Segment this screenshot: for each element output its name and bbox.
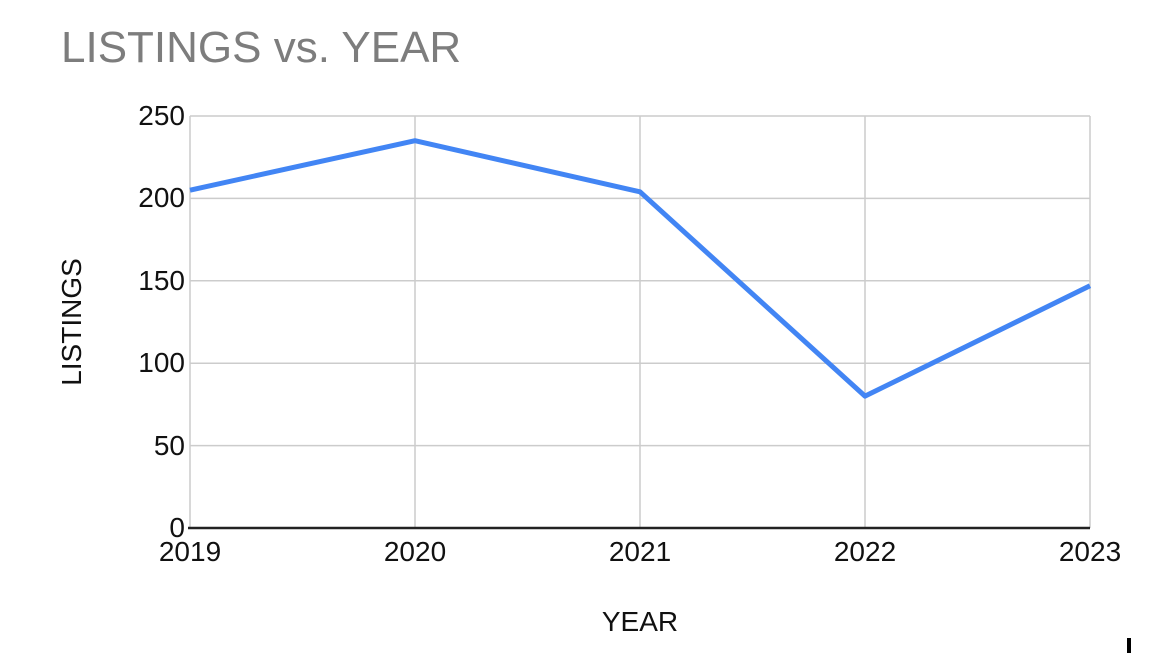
y-tick-100: 100 [138,347,185,379]
x-tick-2020: 2020 [383,536,447,567]
text-cursor-artifact [1127,638,1131,653]
y-tick-50: 50 [153,429,185,461]
y-tick-0: 0 [169,512,185,543]
chart-title: LISTINGS vs. YEAR [61,23,462,72]
y-tick-250: 250 [138,100,185,131]
x-tick-2019: 2019 [158,536,222,567]
x-tick-2023: 2023 [1058,536,1122,567]
x-axis-title: YEAR [601,606,679,637]
y-tick-150: 150 [138,264,185,296]
x-tick-2021: 2021 [608,536,672,567]
y-axis-title: LISTINGS [56,258,87,386]
y-tick-200: 200 [138,182,185,214]
x-tick-2022: 2022 [833,536,897,567]
series-line-listings [189,138,1092,399]
